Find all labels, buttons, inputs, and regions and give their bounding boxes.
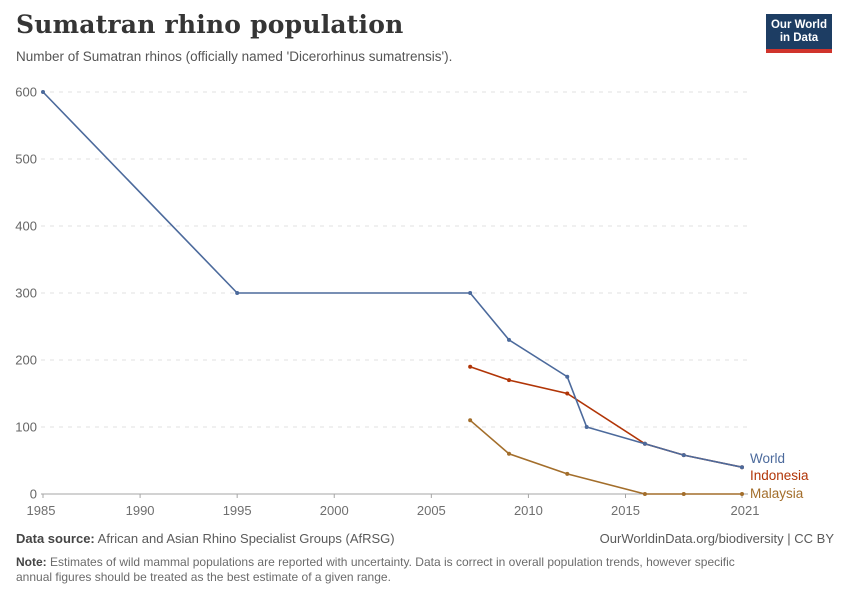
data-point-indonesia — [565, 391, 570, 396]
y-axis-label: 400 — [15, 219, 37, 234]
data-point-world — [584, 425, 589, 429]
owid-logo-line2: in Data — [779, 32, 819, 44]
data-point-malaysia — [681, 492, 686, 496]
page-subtitle: Number of Sumatran rhinos (officially na… — [16, 49, 453, 64]
x-axis-label: 2005 — [417, 503, 446, 518]
x-axis-label: 2010 — [514, 503, 543, 518]
y-axis-label: 200 — [15, 353, 37, 368]
data-point-world — [681, 453, 686, 458]
attribution-link[interactable]: OurWorldinData.org/biodiversity | CC BY — [599, 531, 834, 546]
chart-svg: 0 100 200 300 400 500 600 1985 1990 1995 2000 2005 2… — [15, 85, 809, 519]
data-point-malaysia — [642, 492, 647, 496]
data-point-indonesia — [468, 364, 473, 369]
series-label-malaysia[interactable]: Malaysia — [750, 486, 804, 501]
data-source: Data source: African and Asian Rhino Spe… — [16, 531, 395, 546]
data-point-world — [507, 337, 511, 342]
owid-logo-line1: Our World — [770, 19, 827, 31]
y-axis-label: 300 — [15, 286, 37, 301]
series-line-malaysia[interactable] — [469, 419, 742, 495]
page-title: Sumatran rhino population — [16, 10, 404, 39]
data-point-world — [642, 441, 647, 446]
y-axis-label: 0 — [30, 487, 37, 502]
x-axis-label: 2021 — [731, 503, 760, 518]
data-point-indonesia — [507, 378, 511, 383]
data-point-world — [468, 291, 473, 295]
data-point-world — [235, 291, 240, 295]
data-point-malaysia — [565, 471, 570, 476]
data-point-malaysia — [507, 451, 511, 456]
x-axis-label: 2000 — [320, 503, 349, 518]
chart-header: Sumatran rhino population Number of Suma… — [16, 10, 750, 64]
y-axis-label: 100 — [15, 420, 37, 435]
note-text: Estimates of wild mammal populations are… — [16, 555, 735, 584]
x-axis-label: 1995 — [223, 503, 252, 518]
y-axis-label: 500 — [15, 152, 37, 167]
data-source-label: Data source: — [16, 531, 95, 546]
chart-footer: Data source: African and Asian Rhino Spe… — [16, 531, 834, 585]
y-axis-label: 600 — [15, 85, 37, 100]
x-axis-label: 2015 — [611, 503, 640, 518]
series-label-world[interactable]: World — [750, 451, 785, 466]
data-source-text: African and Asian Rhino Specialist Group… — [97, 531, 395, 546]
note-label: Note: — [16, 555, 47, 569]
series-line-indonesia[interactable] — [469, 365, 743, 468]
data-point-world — [41, 90, 45, 94]
data-point-malaysia — [740, 492, 744, 496]
owid-logo: Our World in Data — [766, 14, 832, 53]
data-point-world — [740, 465, 744, 470]
series-line-world[interactable] — [42, 91, 743, 468]
series-label-indonesia[interactable]: Indonesia — [750, 468, 809, 483]
x-axis-label: 1985 — [27, 503, 56, 518]
data-point-malaysia — [468, 418, 473, 423]
x-axis-label: 1990 — [126, 503, 155, 518]
data-point-world — [565, 374, 570, 379]
chart-note: Note: Estimates of wild mammal populatio… — [16, 555, 774, 585]
